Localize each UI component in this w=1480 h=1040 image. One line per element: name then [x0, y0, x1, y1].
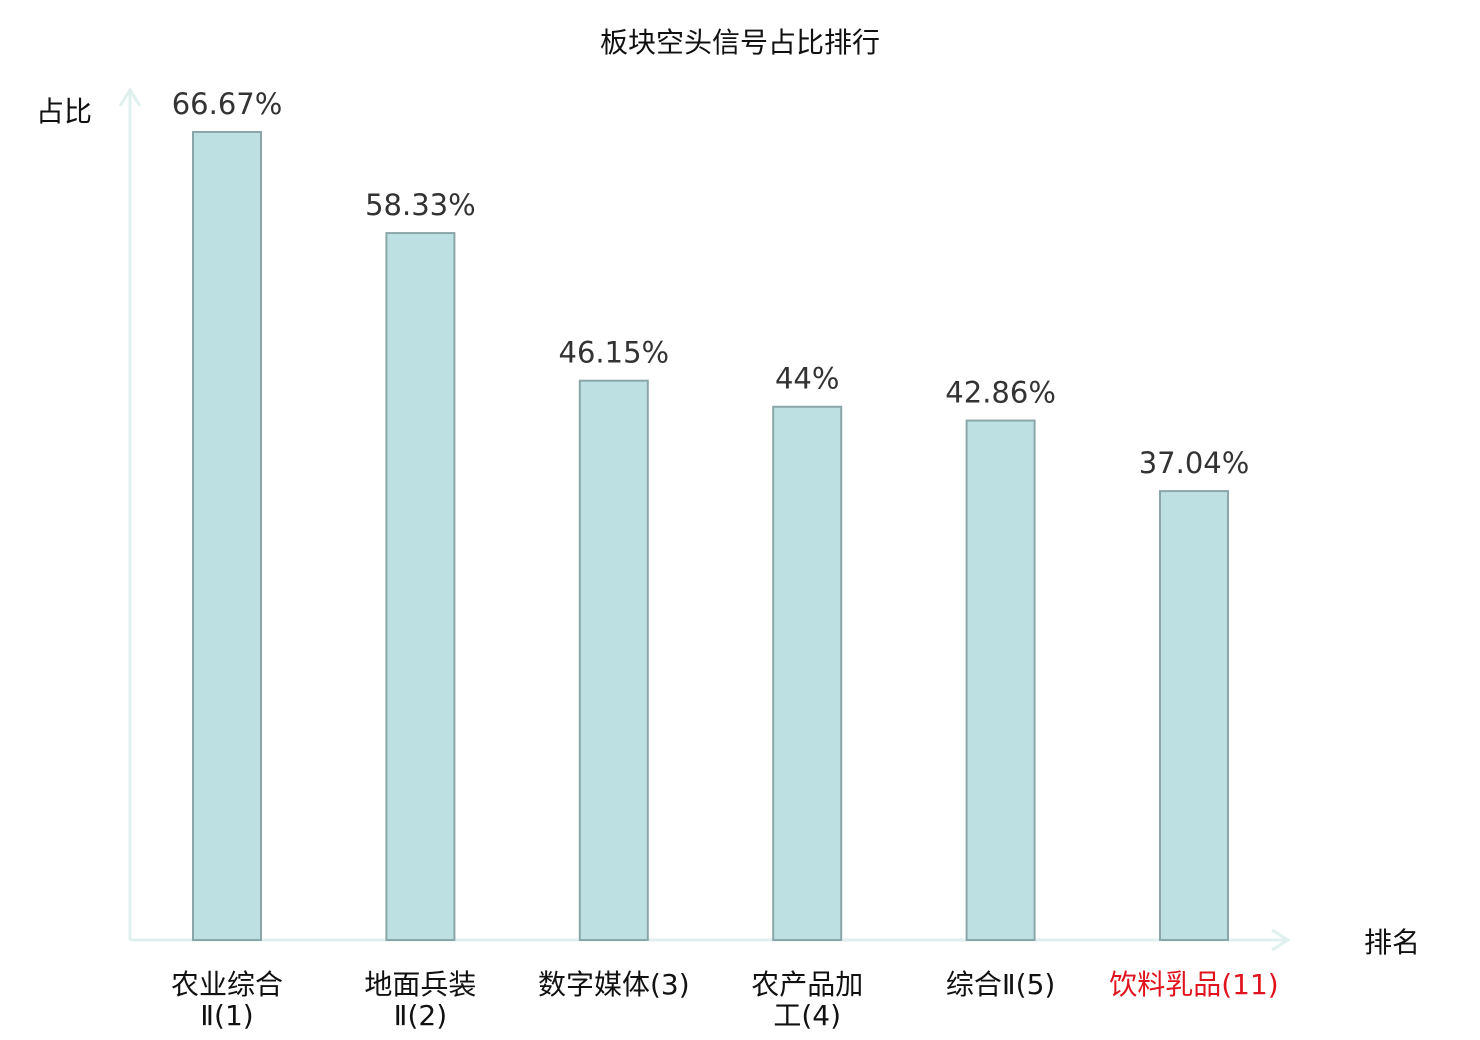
value-label: 42.86%	[945, 376, 1056, 410]
y-axis-label: 占比	[36, 95, 92, 128]
bar	[578, 379, 649, 942]
value-label: 44%	[775, 362, 839, 396]
x-axis-arrow	[1271, 928, 1291, 952]
bar	[385, 232, 456, 941]
bar	[965, 419, 1036, 942]
bar	[192, 131, 262, 941]
category-label: 农产品加	[751, 968, 863, 1001]
category-label: 地面兵装	[364, 968, 476, 1001]
value-label: 58.33%	[365, 188, 476, 222]
bar	[772, 405, 843, 942]
category-label: 饮料乳品(11)	[1109, 968, 1278, 1001]
category-label: 工(4)	[773, 999, 841, 1032]
y-axis-arrow	[118, 87, 142, 107]
category-label: Ⅱ(1)	[200, 999, 253, 1032]
x-axis-label: 排名	[1364, 926, 1420, 959]
value-label: 66.67%	[172, 87, 283, 121]
category-label: 数字媒体(3)	[538, 968, 690, 1001]
category-label: 综合Ⅱ(5)	[946, 968, 1055, 1001]
value-label: 37.04%	[1139, 446, 1250, 480]
category-label: 农业综合	[171, 968, 283, 1001]
value-label: 46.15%	[559, 336, 670, 370]
chart-title: 板块空头信号占比排行	[600, 26, 880, 59]
category-label: Ⅱ(2)	[394, 999, 447, 1032]
bar	[1159, 490, 1229, 941]
